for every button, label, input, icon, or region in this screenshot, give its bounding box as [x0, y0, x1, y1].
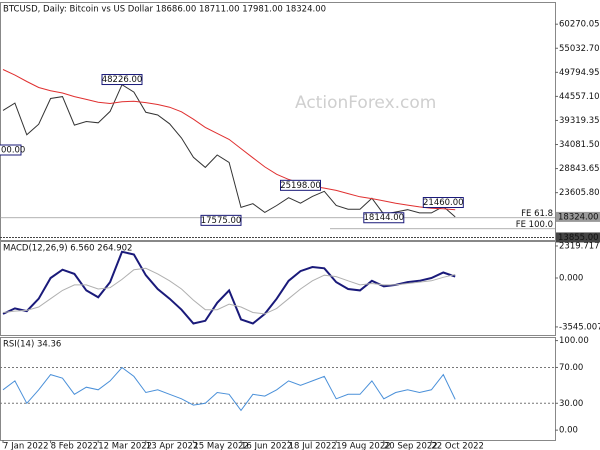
x-tick-label: 15 May 2022 [193, 442, 248, 450]
y-tick-label: 70.00 [559, 363, 583, 373]
clipped-box [0, 144, 22, 156]
series-line [2, 69, 456, 211]
point-label: 18144.00 [364, 213, 405, 223]
x-tick-label: 7 Jan 2022 [3, 442, 49, 450]
panel-title: RSI(14) 34.36 [3, 340, 61, 350]
clipped-label: 00.00 [1, 146, 25, 156]
point-label-box [280, 179, 321, 191]
last-price-label: 18324.00 [558, 212, 599, 222]
y-tick-label: 23605.80 [559, 188, 600, 198]
point-label: 48226.00 [102, 75, 143, 85]
y-tick-label: 39319.35 [559, 116, 600, 126]
fe-label: FE 61.8 [521, 209, 553, 219]
panel-title: BTCUSD, Daily: Bitcoin vs US Dollar 1868… [3, 5, 326, 15]
point-label: 17575.00 [201, 216, 242, 226]
y-tick-label: 30.00 [559, 399, 583, 409]
panel-frame [0, 337, 556, 441]
x-tick-label: 19 Aug 2022 [336, 442, 390, 450]
y-tick-label: 49794.95 [559, 68, 600, 78]
series-line [2, 366, 456, 412]
y-tick-label: -3545.007 [559, 322, 600, 332]
x-tick-label: 18 Jul 2022 [289, 442, 337, 450]
support-box [556, 232, 600, 243]
support-label: 13855.00 [558, 233, 599, 243]
point-label-box [101, 74, 143, 86]
point-label: 25198.00 [280, 181, 321, 191]
x-tick-label: 13 Apr 2022 [146, 442, 199, 450]
fe-label: FE 100.0 [516, 220, 553, 230]
panel-title: MACD(12,26,9) 6.560 264.902 [3, 244, 132, 254]
x-tick-label: 16 Jun 2022 [241, 442, 292, 450]
y-tick-label: 55032.70 [559, 44, 600, 54]
series-line [2, 267, 456, 315]
x-tick-label: 22 Oct 2022 [431, 442, 484, 450]
point-label-box [422, 197, 464, 209]
x-tick-label: 20 Sep 2022 [384, 442, 438, 450]
y-tick-label: 100.00 [559, 336, 589, 346]
point-label-box [363, 212, 405, 224]
panel-frame [0, 241, 556, 336]
y-tick-label: 28843.65 [559, 164, 600, 174]
last-price-box [556, 211, 600, 222]
watermark: ActionForex.com [295, 93, 436, 113]
y-tick-label: 2319.717 [559, 241, 600, 251]
y-tick-label: 0.00 [559, 426, 578, 436]
point-label: 21460.00 [423, 198, 464, 208]
series-line [2, 83, 456, 218]
y-tick-label: 34081.50 [559, 140, 600, 150]
point-label-box [200, 214, 242, 226]
y-tick-label: 44557.10 [559, 92, 600, 102]
y-tick-label: 60270.05 [559, 20, 600, 30]
y-tick-label: 0.000 [559, 273, 583, 283]
x-tick-label: 12 Mar 2022 [98, 442, 152, 450]
panel-frame [0, 2, 556, 241]
x-tick-label: 8 Feb 2022 [51, 442, 99, 450]
